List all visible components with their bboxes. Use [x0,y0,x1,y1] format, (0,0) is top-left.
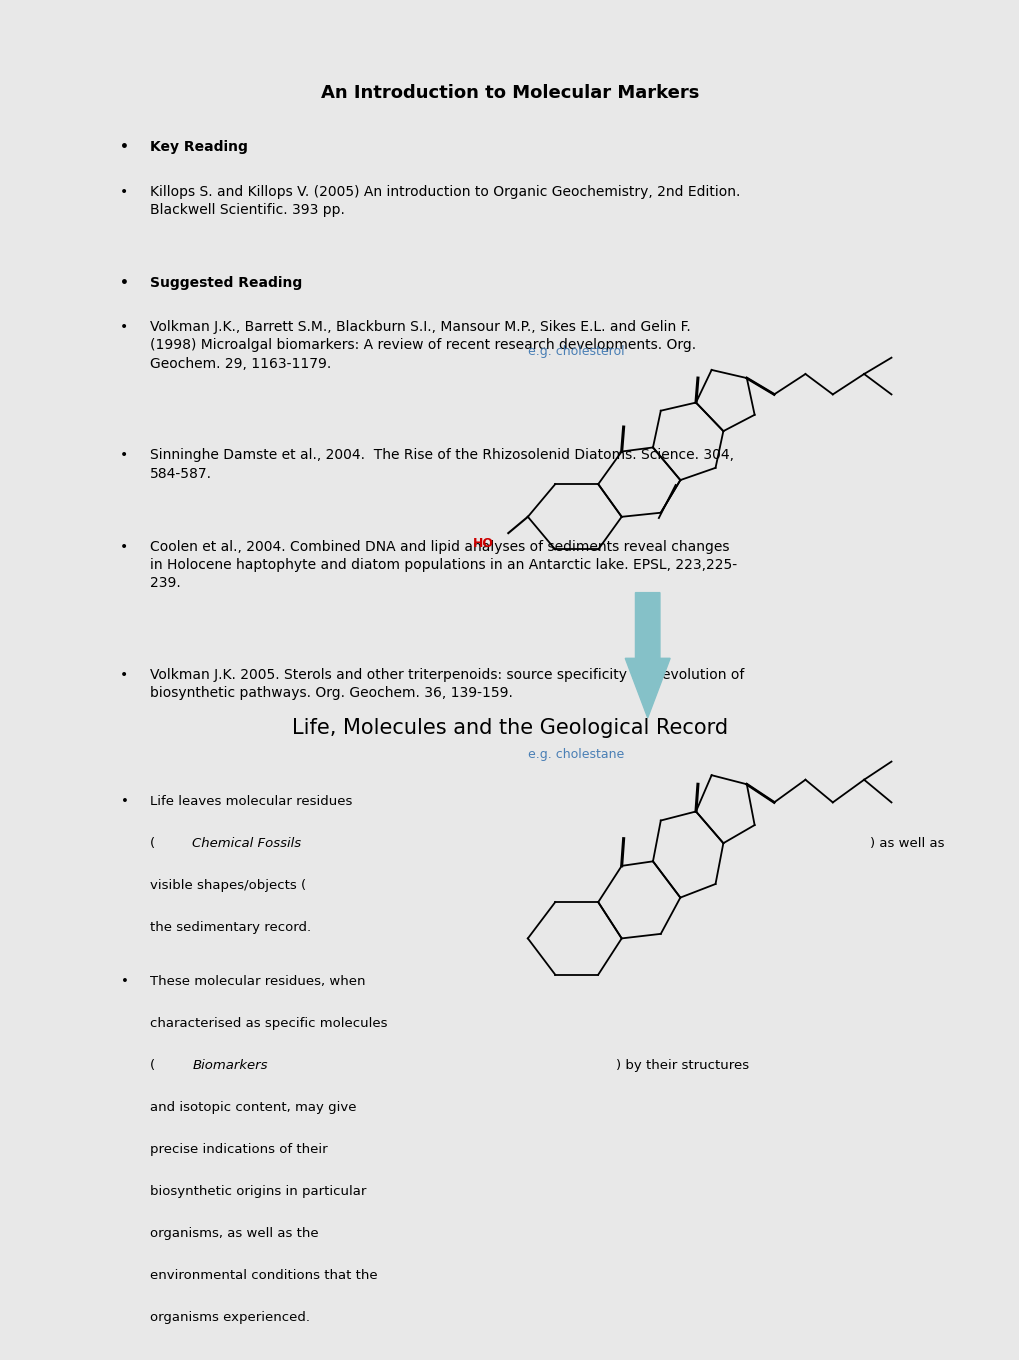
Text: Biomarkers: Biomarkers [193,1058,268,1072]
Text: •: • [120,140,128,154]
Text: These molecular residues, when: These molecular residues, when [150,975,365,987]
Text: Life, Molecules and the Geological Record: Life, Molecules and the Geological Recor… [291,718,728,737]
Text: precise indications of their: precise indications of their [150,1142,327,1156]
Text: Volkman J.K., Barrett S.M., Blackburn S.I., Mansour M.P., Sikes E.L. and Gelin F: Volkman J.K., Barrett S.M., Blackburn S.… [150,320,696,371]
Text: e.g. cholestane: e.g. cholestane [528,748,624,762]
Text: •: • [120,796,128,808]
Text: e.g. cholesterol: e.g. cholesterol [528,345,624,359]
Text: Coolen et al., 2004. Combined DNA and lipid analyses of sediments reveal changes: Coolen et al., 2004. Combined DNA and li… [150,540,737,590]
Text: Suggested Reading: Suggested Reading [150,276,302,290]
Text: organisms experienced.: organisms experienced. [150,1311,310,1325]
Text: organisms, as well as the: organisms, as well as the [150,1227,319,1240]
Text: environmental conditions that the: environmental conditions that the [150,1269,377,1282]
Text: •: • [120,449,128,462]
Text: Killops S. and Killops V. (2005) An introduction to Organic Geochemistry, 2nd Ed: Killops S. and Killops V. (2005) An intr… [150,185,740,218]
Text: biosynthetic origins in particular: biosynthetic origins in particular [150,1185,366,1198]
Text: •: • [120,540,128,554]
Text: •: • [120,320,128,335]
Text: and isotopic content, may give: and isotopic content, may give [150,1100,357,1114]
Text: (: ( [150,838,155,850]
Text: •: • [120,975,128,987]
Text: the sedimentary record.: the sedimentary record. [150,921,311,934]
Text: ) as well as: ) as well as [869,838,944,850]
Text: •: • [120,276,128,290]
Text: characterised as specific molecules: characterised as specific molecules [150,1017,387,1030]
Text: Sinninghe Damste et al., 2004.  The Rise of the Rhizosolenid Diatoms. Science. 3: Sinninghe Damste et al., 2004. The Rise … [150,449,734,481]
Text: ) by their structures: ) by their structures [615,1058,748,1072]
Text: HO: HO [473,537,493,549]
Text: visible shapes/objects (: visible shapes/objects ( [150,880,306,892]
Text: Key Reading: Key Reading [150,140,248,154]
Text: •: • [120,668,128,681]
FancyArrow shape [625,593,669,718]
Text: Volkman J.K. 2005. Sterols and other triterpenoids: source specificity and evolu: Volkman J.K. 2005. Sterols and other tri… [150,668,744,700]
Text: Chemical Fossils: Chemical Fossils [193,838,302,850]
Text: •: • [120,185,128,199]
Text: Life leaves molecular residues: Life leaves molecular residues [150,796,353,808]
Text: An Introduction to Molecular Markers: An Introduction to Molecular Markers [321,84,698,102]
Text: (: ( [150,1058,155,1072]
